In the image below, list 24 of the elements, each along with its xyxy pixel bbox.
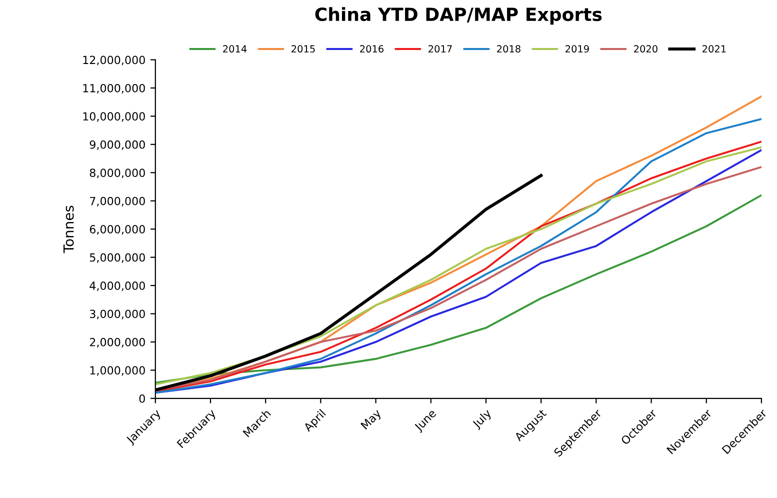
- legend-label: 2020: [634, 45, 658, 53]
- y-tick-label: 11,000,000: [83, 84, 145, 94]
- legend-label: 2019: [566, 45, 589, 53]
- y-tick-label: 4,000,000: [90, 281, 145, 292]
- legend-label: 2018: [497, 45, 520, 53]
- y-tick-label: 6,000,000: [90, 225, 145, 235]
- y-tick-label: 5,000,000: [90, 253, 145, 263]
- y-tick-label: 10,000,000: [83, 112, 145, 122]
- y-tick-label: 9,000,000: [90, 140, 145, 150]
- chart-title: China YTD DAP/MAP Exports: [315, 7, 602, 25]
- y-tick-label: 7,000,000: [90, 196, 145, 206]
- y-axis-title: Tonnes: [63, 206, 74, 254]
- line-series: [155, 194, 762, 384]
- legend-label: 2014: [223, 45, 247, 53]
- y-tick-label: 1,000,000: [90, 366, 145, 376]
- y-tick-label: 2,000,000: [90, 338, 145, 348]
- y-tick-label: 8,000,000: [90, 168, 145, 178]
- y-tick-label: 12,000,000: [83, 56, 145, 66]
- legend-label: 2017: [428, 45, 452, 53]
- legend-label: 2016: [360, 45, 384, 53]
- legend-label: 2015: [292, 45, 315, 53]
- legend-label: 2021: [702, 45, 726, 53]
- y-tick-label: 0: [139, 394, 145, 403]
- y-tick-label: 3,000,000: [90, 310, 145, 320]
